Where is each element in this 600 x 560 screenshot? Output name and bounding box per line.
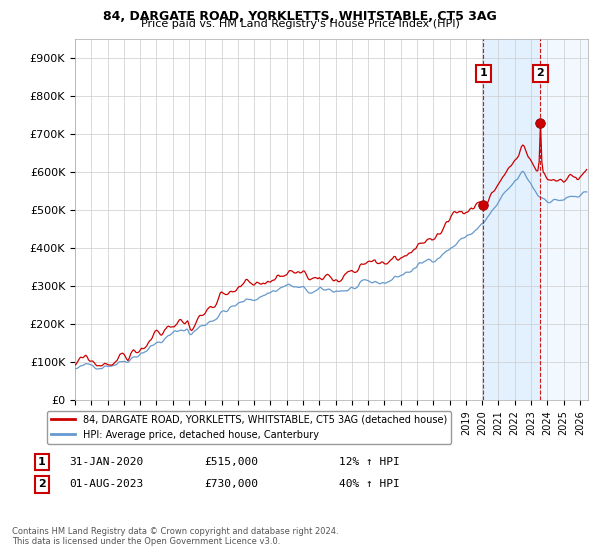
- Legend: 84, DARGATE ROAD, YORKLETTS, WHITSTABLE, CT5 3AG (detached house), HPI: Average : 84, DARGATE ROAD, YORKLETTS, WHITSTABLE,…: [47, 411, 451, 444]
- Bar: [541, 39, 588, 400]
- Text: 40% ↑ HPI: 40% ↑ HPI: [339, 479, 400, 489]
- Bar: [541, 39, 588, 400]
- Text: £515,000: £515,000: [204, 457, 258, 467]
- Text: 1: 1: [479, 68, 487, 78]
- Text: Price paid vs. HM Land Registry's House Price Index (HPI): Price paid vs. HM Land Registry's House …: [140, 19, 460, 29]
- Text: 1: 1: [38, 457, 46, 467]
- Text: 31-JAN-2020: 31-JAN-2020: [69, 457, 143, 467]
- Text: 2: 2: [38, 479, 46, 489]
- Text: 2: 2: [536, 68, 544, 78]
- Text: Contains HM Land Registry data © Crown copyright and database right 2024.
This d: Contains HM Land Registry data © Crown c…: [12, 526, 338, 546]
- Text: £730,000: £730,000: [204, 479, 258, 489]
- Text: 01-AUG-2023: 01-AUG-2023: [69, 479, 143, 489]
- Text: 12% ↑ HPI: 12% ↑ HPI: [339, 457, 400, 467]
- Text: 84, DARGATE ROAD, YORKLETTS, WHITSTABLE, CT5 3AG: 84, DARGATE ROAD, YORKLETTS, WHITSTABLE,…: [103, 10, 497, 22]
- Bar: [484, 39, 541, 400]
